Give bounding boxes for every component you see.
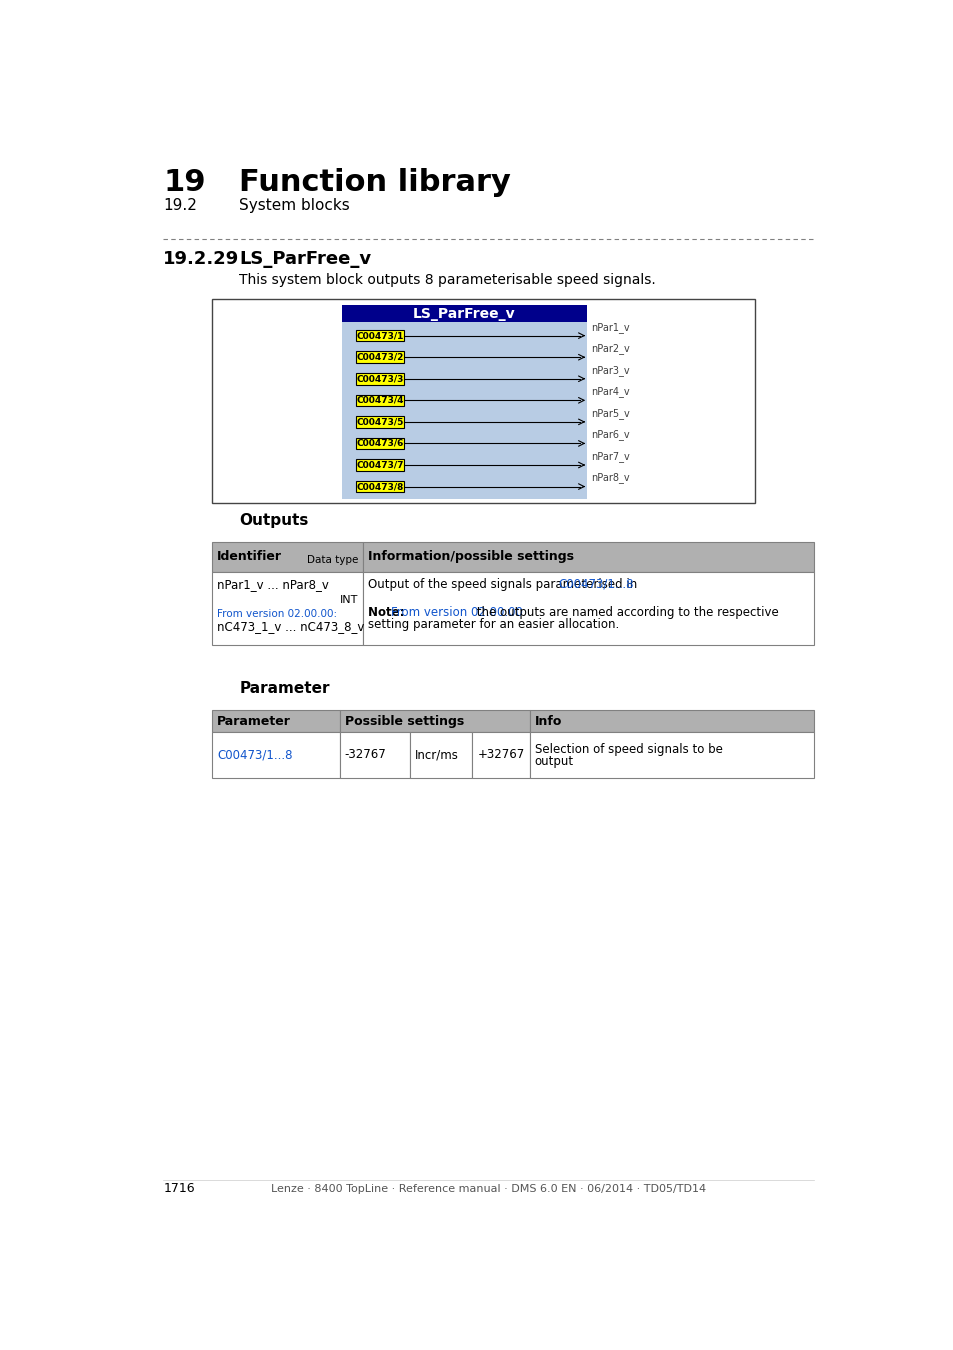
Text: Function library: Function library [239, 169, 511, 197]
Bar [212, 543, 363, 571]
Bar [340, 710, 530, 732]
Text: nPar8_v: nPar8_v [591, 472, 629, 483]
Bar [212, 571, 363, 645]
Bar [212, 710, 340, 732]
Text: output: output [534, 755, 573, 768]
Text: Possible settings: Possible settings [344, 714, 463, 728]
Bar [363, 543, 814, 571]
Text: nPar3_v: nPar3_v [591, 364, 629, 375]
Text: nPar5_v: nPar5_v [591, 408, 629, 418]
Bar [356, 329, 404, 342]
Bar [340, 732, 410, 778]
Text: +32767: +32767 [477, 748, 525, 761]
Text: Information/possible settings: Information/possible settings [368, 549, 574, 563]
Text: C00473/1...8: C00473/1...8 [558, 578, 634, 591]
Bar [212, 732, 340, 778]
Text: Identifier: Identifier [216, 549, 281, 563]
Text: -32767: -32767 [344, 748, 386, 761]
Text: setting parameter for an easier allocation.: setting parameter for an easier allocati… [368, 618, 618, 630]
Text: C00473/2: C00473/2 [356, 352, 404, 362]
Bar [356, 459, 404, 471]
Text: Selection of speed signals to be: Selection of speed signals to be [534, 743, 721, 756]
Text: nPar7_v: nPar7_v [591, 451, 629, 462]
Bar [212, 300, 754, 504]
Bar [356, 351, 404, 363]
Bar [356, 416, 404, 428]
Bar [530, 710, 814, 732]
Text: C00473/1...8: C00473/1...8 [216, 748, 292, 761]
Text: nPar6_v: nPar6_v [591, 429, 629, 440]
Text: LS_ParFree_v: LS_ParFree_v [239, 250, 371, 269]
Text: From version 02.00.00: From version 02.00.00 [391, 606, 522, 618]
Text: This system block outputs 8 parameterisable speed signals.: This system block outputs 8 parameterisa… [239, 273, 656, 286]
Bar [530, 732, 814, 778]
Text: nPar4_v: nPar4_v [591, 386, 629, 397]
Text: nPar1_v: nPar1_v [591, 321, 629, 332]
Text: LS_ParFree_v: LS_ParFree_v [413, 306, 516, 321]
Text: Lenze · 8400 TopLine · Reference manual · DMS 6.0 EN · 06/2014 · TD05/TD14: Lenze · 8400 TopLine · Reference manual … [271, 1184, 706, 1195]
Bar [356, 373, 404, 385]
Text: C00473/7: C00473/7 [356, 460, 404, 470]
Text: 19.2.29: 19.2.29 [163, 250, 239, 269]
Text: Parameter: Parameter [239, 682, 330, 697]
Text: System blocks: System blocks [239, 197, 350, 213]
Text: C00473/8: C00473/8 [356, 482, 404, 491]
Text: 1716: 1716 [163, 1183, 194, 1195]
Bar [472, 732, 530, 778]
Text: Parameter: Parameter [216, 714, 291, 728]
Text: 19.2: 19.2 [163, 197, 197, 213]
Text: Info: Info [534, 714, 561, 728]
Bar [356, 394, 404, 406]
Text: C00473/4: C00473/4 [356, 396, 404, 405]
Text: C00473/5: C00473/5 [356, 417, 404, 427]
Text: INT: INT [340, 595, 358, 605]
Bar [342, 305, 586, 323]
Text: nPar2_v: nPar2_v [591, 343, 629, 354]
Bar [410, 732, 472, 778]
Bar [342, 305, 586, 500]
Text: Note:: Note: [368, 606, 408, 618]
Text: 19: 19 [163, 169, 206, 197]
Text: C00473/3: C00473/3 [356, 374, 404, 383]
Text: Incr/ms: Incr/ms [415, 748, 458, 761]
Text: Output of the speed signals parameterised in: Output of the speed signals parameterise… [368, 578, 640, 591]
Text: nPar1_v ... nPar8_v: nPar1_v ... nPar8_v [216, 578, 329, 591]
Text: C00473/1: C00473/1 [356, 331, 404, 340]
Bar [356, 437, 404, 450]
Text: Data type: Data type [307, 555, 358, 566]
Text: nC473_1_v ... nC473_8_v: nC473_1_v ... nC473_8_v [216, 620, 364, 633]
Text: the outputs are named according to the respective: the outputs are named according to the r… [472, 606, 778, 618]
Text: Outputs: Outputs [239, 513, 309, 528]
Text: C00473/6: C00473/6 [356, 439, 404, 448]
Bar [356, 481, 404, 493]
Bar [363, 571, 814, 645]
Text: From version 02.00.00:: From version 02.00.00: [216, 609, 336, 618]
